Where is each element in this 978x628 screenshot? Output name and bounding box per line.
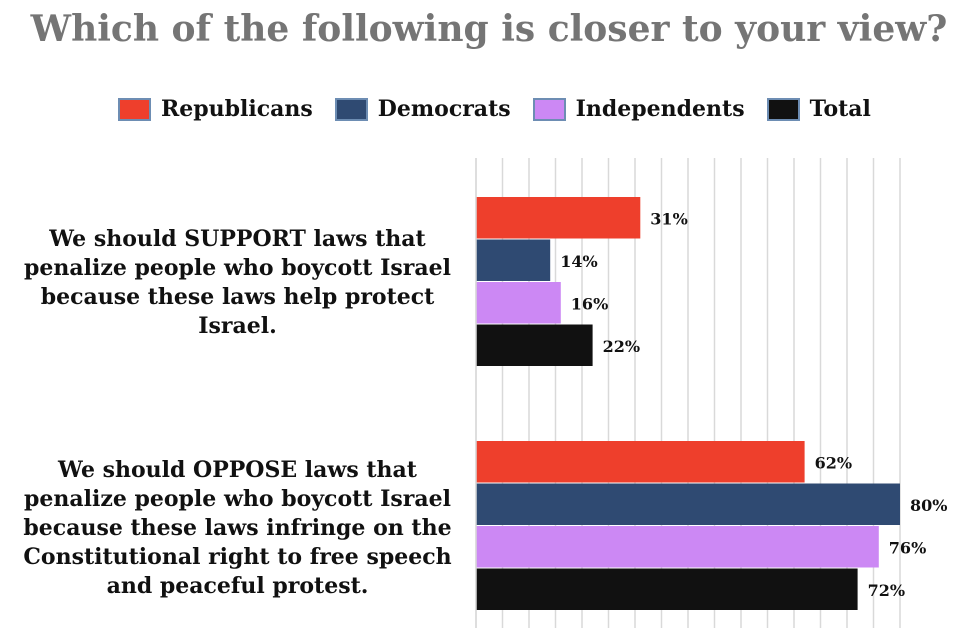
- bar-democrats-support: [476, 239, 551, 281]
- legend-label-democrats: Democrats: [377, 96, 511, 122]
- bar-total-support: [476, 324, 593, 366]
- legend-swatch-democrats: [334, 97, 368, 121]
- bar-total-oppose: [476, 568, 858, 610]
- value-label-democrats-oppose: 80%: [910, 496, 947, 515]
- legend-label-independents: Independents: [575, 96, 745, 122]
- bar-independents-oppose: [476, 526, 879, 568]
- legend-item-independents: Independents: [532, 96, 745, 122]
- legend-item-democrats: Democrats: [334, 96, 511, 122]
- value-label-republicans-oppose: 62%: [815, 453, 852, 472]
- legend-swatch-independents: [532, 97, 566, 121]
- legend-swatch-republicans: [118, 97, 151, 121]
- category-label-support: We should SUPPORT laws that penalize peo…: [24, 226, 451, 339]
- value-label-independents-support: 16%: [571, 294, 608, 313]
- chart-title: Which of the following is closer to your…: [30, 8, 948, 50]
- value-label-republicans-support: 31%: [650, 209, 687, 228]
- legend: Republicans Democrats Independents Total: [118, 92, 893, 126]
- bar-republicans-support: [476, 197, 641, 239]
- value-label-total-support: 22%: [603, 337, 640, 356]
- legend-label-total: Total: [809, 96, 871, 122]
- value-label-democrats-support: 14%: [560, 252, 597, 271]
- bar-republicans-oppose: [476, 441, 805, 483]
- category-label-oppose: We should OPPOSE laws that penalize peop…: [23, 457, 452, 599]
- bar-democrats-oppose: [476, 483, 900, 525]
- legend-label-republicans: Republicans: [161, 96, 313, 122]
- value-label-total-oppose: 72%: [868, 581, 905, 600]
- legend-item-republicans: Republicans: [118, 96, 313, 122]
- legend-item-total: Total: [766, 96, 871, 122]
- bar-independents-support: [476, 282, 561, 324]
- legend-swatch-total: [766, 97, 800, 121]
- value-label-independents-oppose: 76%: [889, 538, 926, 557]
